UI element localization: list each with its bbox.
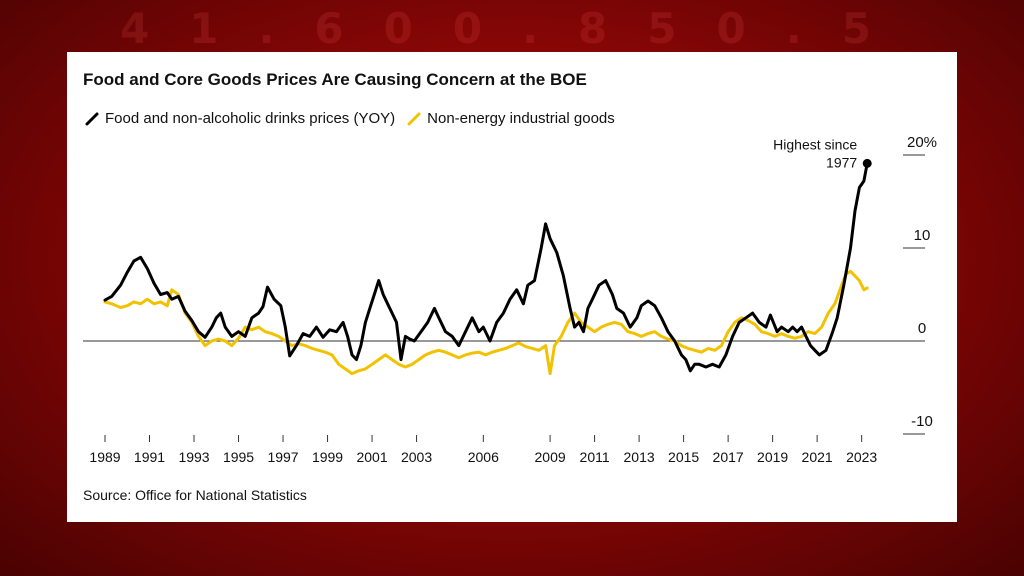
x-tick-label: 2019 [757, 449, 788, 465]
x-tick-label: 2011 [580, 449, 610, 465]
x-tick-label: 2023 [846, 449, 877, 465]
x-tick-label: 2003 [401, 449, 432, 465]
series-line-food [103, 161, 869, 373]
x-tick-label: 2009 [535, 449, 566, 465]
background-decoration: 41.600.850.5 [120, 4, 911, 53]
annotation-line-1: Highest since [773, 136, 857, 152]
legend-swatch-food-icon [85, 112, 99, 125]
chart-title: Food and Core Goods Prices Are Causing C… [83, 70, 587, 89]
y-tick-label: 20% [907, 134, 937, 151]
y-tick-label: 10 [914, 227, 931, 244]
line-chart: 20% 10 0 -10 1989 1991 1993 1995 1997 1999 2001 200… [83, 134, 937, 465]
x-tick-label: 1995 [223, 449, 254, 465]
series-line-goods [103, 269, 869, 376]
y-tick-label: -10 [911, 413, 933, 430]
x-tick-label: 2021 [802, 449, 833, 465]
legend-label-goods: Non-energy industrial goods [427, 110, 615, 127]
legend-swatch-goods-icon [407, 112, 421, 125]
x-tick-label: 1993 [178, 449, 209, 465]
legend-label-food: Food and non-alcoholic drinks prices (YO… [105, 110, 396, 127]
legend: Food and non-alcoholic drinks prices (YO… [85, 110, 627, 127]
x-tick-label: 2006 [468, 449, 499, 465]
x-tick-label: 1997 [267, 449, 298, 465]
x-tick-label: 2001 [356, 449, 387, 465]
chart-card: Food and Core Goods Prices Are Causing C… [67, 52, 957, 522]
x-tick-label: 1991 [134, 449, 165, 465]
x-tick-label: 2013 [624, 449, 655, 465]
x-tick-label: 1999 [312, 449, 343, 465]
x-tick-label: 2017 [713, 449, 744, 465]
annotation-line-2: 1977 [826, 154, 857, 170]
source-note: Source: Office for National Statistics [83, 487, 307, 503]
legend-item-food: Food and non-alcoholic drinks prices (YO… [85, 110, 395, 127]
highest-point-marker [862, 158, 872, 168]
y-tick-label: 0 [918, 320, 926, 337]
x-tick-label: 1989 [89, 449, 120, 465]
x-tick-label: 2015 [668, 449, 699, 465]
legend-item-goods: Non-energy industrial goods [407, 110, 615, 127]
